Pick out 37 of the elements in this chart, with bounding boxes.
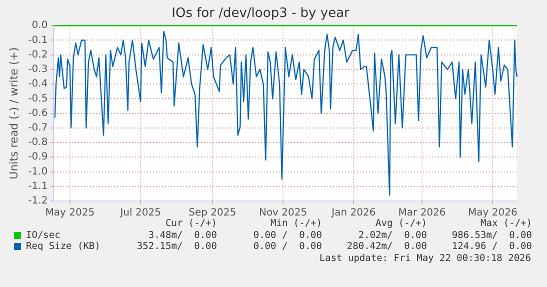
- y-tick-label: -0.4: [28, 78, 48, 90]
- legend-label: IO/sec: [26, 230, 62, 241]
- x-tick-label: Mar 2026: [398, 208, 446, 219]
- y-tick-label: -0.7: [28, 122, 48, 134]
- text: Avg (-/+): [374, 218, 427, 230]
- text: 352.15m/ 0.00: [136, 241, 217, 252]
- text: 2.02m/ 0.00: [357, 230, 427, 241]
- y-tick-label: -0.8: [28, 137, 48, 148]
- x-tick-label: Nov 2025: [258, 208, 308, 219]
- x-tick-label: Jul 2025: [119, 208, 161, 219]
- x-tick-label: Jan 2026: [330, 208, 376, 219]
- text: Cur (-/+): [164, 218, 217, 230]
- text: 124.96 / 0.00: [450, 241, 532, 252]
- y-tick-label: -0.9: [28, 152, 48, 163]
- text: Last update: Fri May 22 00:30:18 2026: [318, 252, 531, 264]
- chart-title: IOs for /dev/loop3 - by year: [172, 6, 350, 22]
- y-axis-title: Units read (-) / write (+): [7, 47, 20, 180]
- y-tick-label: -1.0: [28, 166, 48, 178]
- legend-label: Req Size (KB): [26, 241, 102, 252]
- y-tick-label: -0.1: [28, 34, 48, 46]
- y-tick-label: -1.2: [28, 196, 48, 207]
- text: 0.00 / 0.00: [252, 230, 322, 241]
- text: 3.48m/ 0.00: [147, 230, 217, 241]
- text: Max (-/+): [480, 218, 532, 230]
- text: 280.42m/ 0.00: [346, 241, 427, 252]
- y-tick-label: 0.0: [32, 20, 48, 32]
- y-tick-label: -1.1: [28, 180, 48, 192]
- x-tick-label: May 2026: [468, 208, 518, 219]
- text: Min (-/+): [270, 218, 322, 230]
- x-tick-label: May 2025: [45, 208, 95, 219]
- y-tick-label: -0.2: [28, 49, 48, 60]
- y-tick-label: -0.6: [28, 108, 48, 119]
- y-tick-label: -0.3: [28, 64, 48, 76]
- x-tick-label: Sep 2025: [188, 208, 236, 219]
- y-tick-label: -0.5: [28, 93, 48, 104]
- text: 986.53m/ 0.00: [450, 230, 532, 241]
- text: 0.00 / 0.00: [252, 241, 322, 252]
